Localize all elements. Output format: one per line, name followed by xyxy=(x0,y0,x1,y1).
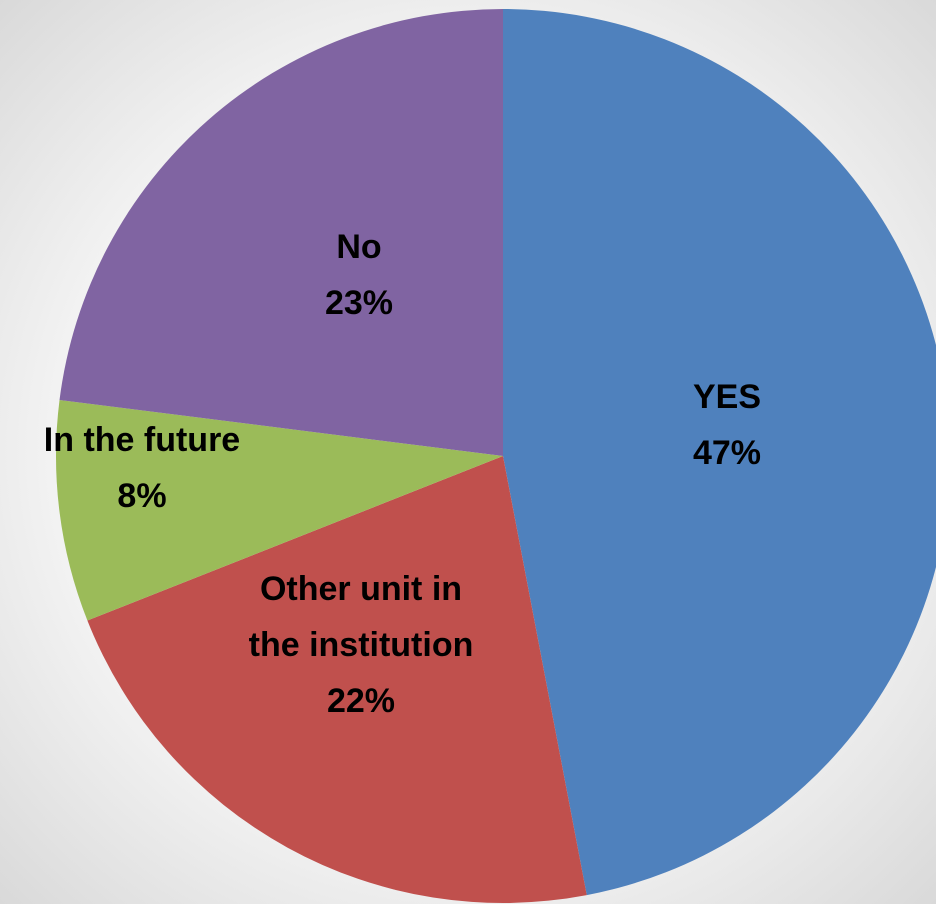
data-label-yes: YES 47% xyxy=(693,378,761,472)
pie-slice-other-unit-in-the-institution xyxy=(87,456,587,903)
pie-slice-no xyxy=(59,9,504,456)
data-label-no: No 23% xyxy=(325,228,393,322)
pie-slice-yes xyxy=(503,9,936,896)
pie-slices xyxy=(55,9,936,903)
pie-slice-in-the-future xyxy=(55,399,503,621)
pie-labels: YES 47% Other unit in the institution 22%In … xyxy=(44,228,761,720)
data-label-other-unit-in-the-institution: Other unit in the institution 22% xyxy=(249,570,474,720)
data-label-in-the-future: In the future 8% xyxy=(44,421,240,515)
